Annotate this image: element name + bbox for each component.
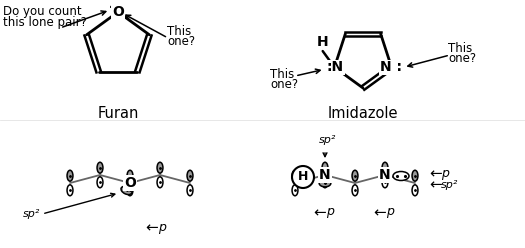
Ellipse shape [97, 162, 103, 173]
Ellipse shape [352, 170, 358, 181]
Text: ←: ← [313, 206, 326, 220]
Ellipse shape [67, 185, 73, 196]
Text: Furan: Furan [97, 105, 139, 121]
Text: p: p [158, 220, 166, 234]
Text: one?: one? [167, 35, 195, 48]
Circle shape [292, 166, 314, 188]
Text: ·: · [108, 0, 114, 19]
Ellipse shape [187, 170, 193, 181]
Text: ←: ← [429, 178, 442, 192]
Ellipse shape [67, 170, 73, 181]
Ellipse shape [127, 170, 133, 181]
Text: This: This [167, 25, 191, 38]
Text: one?: one? [448, 52, 476, 65]
Text: ←: ← [145, 220, 158, 236]
Ellipse shape [187, 185, 193, 196]
Ellipse shape [412, 185, 418, 196]
Text: one?: one? [270, 78, 298, 91]
Ellipse shape [129, 177, 135, 182]
Ellipse shape [322, 177, 328, 188]
Ellipse shape [292, 170, 298, 181]
Text: :N: :N [327, 60, 344, 74]
Text: p: p [326, 206, 334, 218]
Ellipse shape [121, 186, 132, 195]
Text: This: This [270, 68, 294, 81]
Text: H: H [298, 171, 308, 184]
Text: ←: ← [429, 166, 442, 182]
Text: This: This [448, 42, 472, 55]
Text: O: O [124, 176, 136, 190]
Ellipse shape [352, 185, 358, 196]
Ellipse shape [412, 170, 418, 181]
Text: N: N [319, 168, 331, 182]
Ellipse shape [382, 162, 388, 173]
Ellipse shape [97, 177, 103, 188]
Ellipse shape [382, 177, 388, 188]
Ellipse shape [127, 185, 133, 196]
Text: sp²: sp² [23, 209, 40, 219]
Text: p: p [386, 206, 394, 218]
Text: N: N [379, 168, 391, 182]
Ellipse shape [319, 180, 331, 187]
Text: H: H [317, 35, 329, 49]
Text: Do you count: Do you count [3, 5, 81, 18]
Text: sp²: sp² [319, 135, 337, 145]
Text: ·: · [120, 0, 126, 19]
Text: ←: ← [373, 206, 386, 220]
Ellipse shape [292, 185, 298, 196]
Text: Imidazole: Imidazole [328, 105, 398, 121]
Text: O: O [112, 5, 124, 19]
Ellipse shape [393, 172, 409, 181]
Text: this lone pair?: this lone pair? [3, 16, 87, 29]
Ellipse shape [322, 162, 328, 173]
Text: sp²: sp² [441, 180, 458, 190]
Text: p: p [441, 167, 449, 181]
Text: N :: N : [380, 60, 402, 74]
Ellipse shape [157, 162, 163, 173]
Ellipse shape [322, 169, 328, 174]
Ellipse shape [157, 177, 163, 188]
